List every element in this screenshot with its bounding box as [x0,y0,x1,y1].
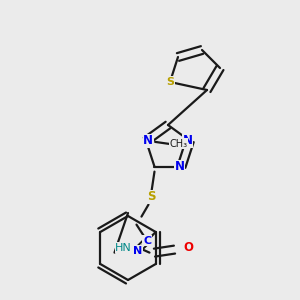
Text: O: O [184,241,194,254]
Text: N: N [133,246,142,256]
Text: CH₃: CH₃ [169,139,187,149]
Text: S: S [147,190,156,203]
Text: N: N [143,134,153,147]
Text: S: S [166,77,174,87]
Text: HN: HN [115,243,132,253]
Text: N: N [175,160,184,173]
Text: C: C [143,236,151,246]
Text: N: N [183,134,193,147]
